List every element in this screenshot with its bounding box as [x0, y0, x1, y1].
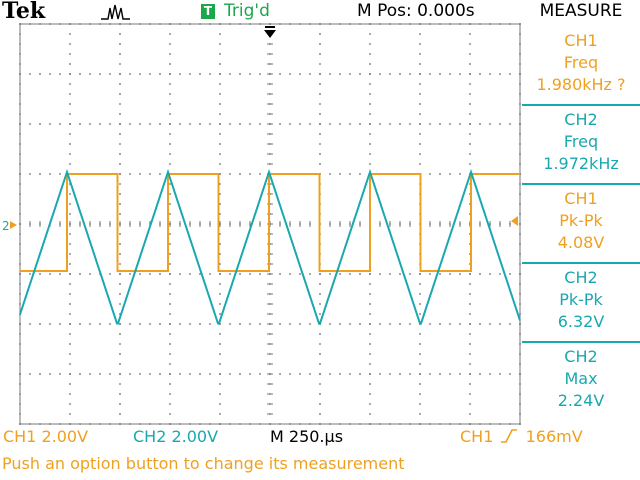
panel-divider	[522, 262, 640, 264]
rising-edge-icon	[501, 429, 518, 443]
brand-logo: Tek	[2, 0, 46, 24]
panel-type: Pk-Pk	[559, 211, 603, 230]
panel-type: Freq	[563, 53, 599, 72]
panel-value: 2.24V	[557, 391, 605, 410]
panel-type: Max	[564, 369, 598, 388]
status-bar: CH1 2.00V CH2 2.00V M 250.µs CH1 166mV	[0, 426, 640, 448]
ch1-waveform	[20, 173, 520, 272]
panel-channel: CH1	[564, 189, 598, 208]
ch2-ground-marker: 2	[2, 219, 10, 233]
trigger-status: Trig'd	[224, 1, 270, 21]
help-message: Push an option button to change its meas…	[2, 454, 405, 473]
panel-type: Pk-Pk	[559, 290, 603, 309]
panel-value: 6.32V	[557, 312, 605, 331]
panel-value: 1.980kHz ?	[536, 75, 626, 94]
pulse-icon	[101, 4, 130, 20]
measure-menu-title: MEASURE	[539, 1, 623, 21]
panel-divider	[522, 341, 640, 343]
panel-channel: CH2	[564, 110, 598, 129]
measure-panel-1[interactable]: CH1 Freq 1.980kHz ?	[522, 30, 640, 96]
measure-panel-3[interactable]: CH1 Pk-Pk 4.08V	[522, 188, 640, 254]
trigger-position-marker	[264, 30, 276, 38]
ch2-scale: CH2 2.00V	[133, 427, 219, 446]
trigger-level: 166mV	[525, 427, 583, 446]
panel-channel: CH2	[564, 347, 598, 366]
ch2-waveform	[19, 168, 521, 325]
horizontal-position: M Pos: 0.000s	[357, 1, 475, 21]
trigger-level-arrow	[511, 216, 518, 226]
ch1-scale: CH1 2.00V	[3, 427, 89, 446]
panel-value: 4.08V	[557, 233, 605, 252]
timebase-readout: M 250.µs	[270, 427, 344, 446]
measure-panel-2[interactable]: CH2 Freq 1.972kHz	[522, 109, 640, 175]
panel-channel: CH1	[564, 31, 598, 50]
panel-divider	[522, 183, 640, 185]
ch2-ground-arrow	[10, 221, 17, 229]
trigger-source: CH1	[460, 427, 494, 446]
panel-type: Freq	[563, 132, 599, 151]
panel-divider	[522, 104, 640, 106]
trigger-badge: T	[201, 4, 215, 19]
panel-channel: CH2	[564, 268, 598, 287]
measure-panel-4[interactable]: CH2 Pk-Pk 6.32V	[522, 267, 640, 333]
measure-panel-5[interactable]: CH2 Max 2.24V	[522, 346, 640, 412]
panel-value: 1.972kHz	[543, 154, 619, 173]
trigger-position-bar	[265, 26, 275, 28]
trigger-readout: CH1 166mV	[460, 426, 583, 448]
